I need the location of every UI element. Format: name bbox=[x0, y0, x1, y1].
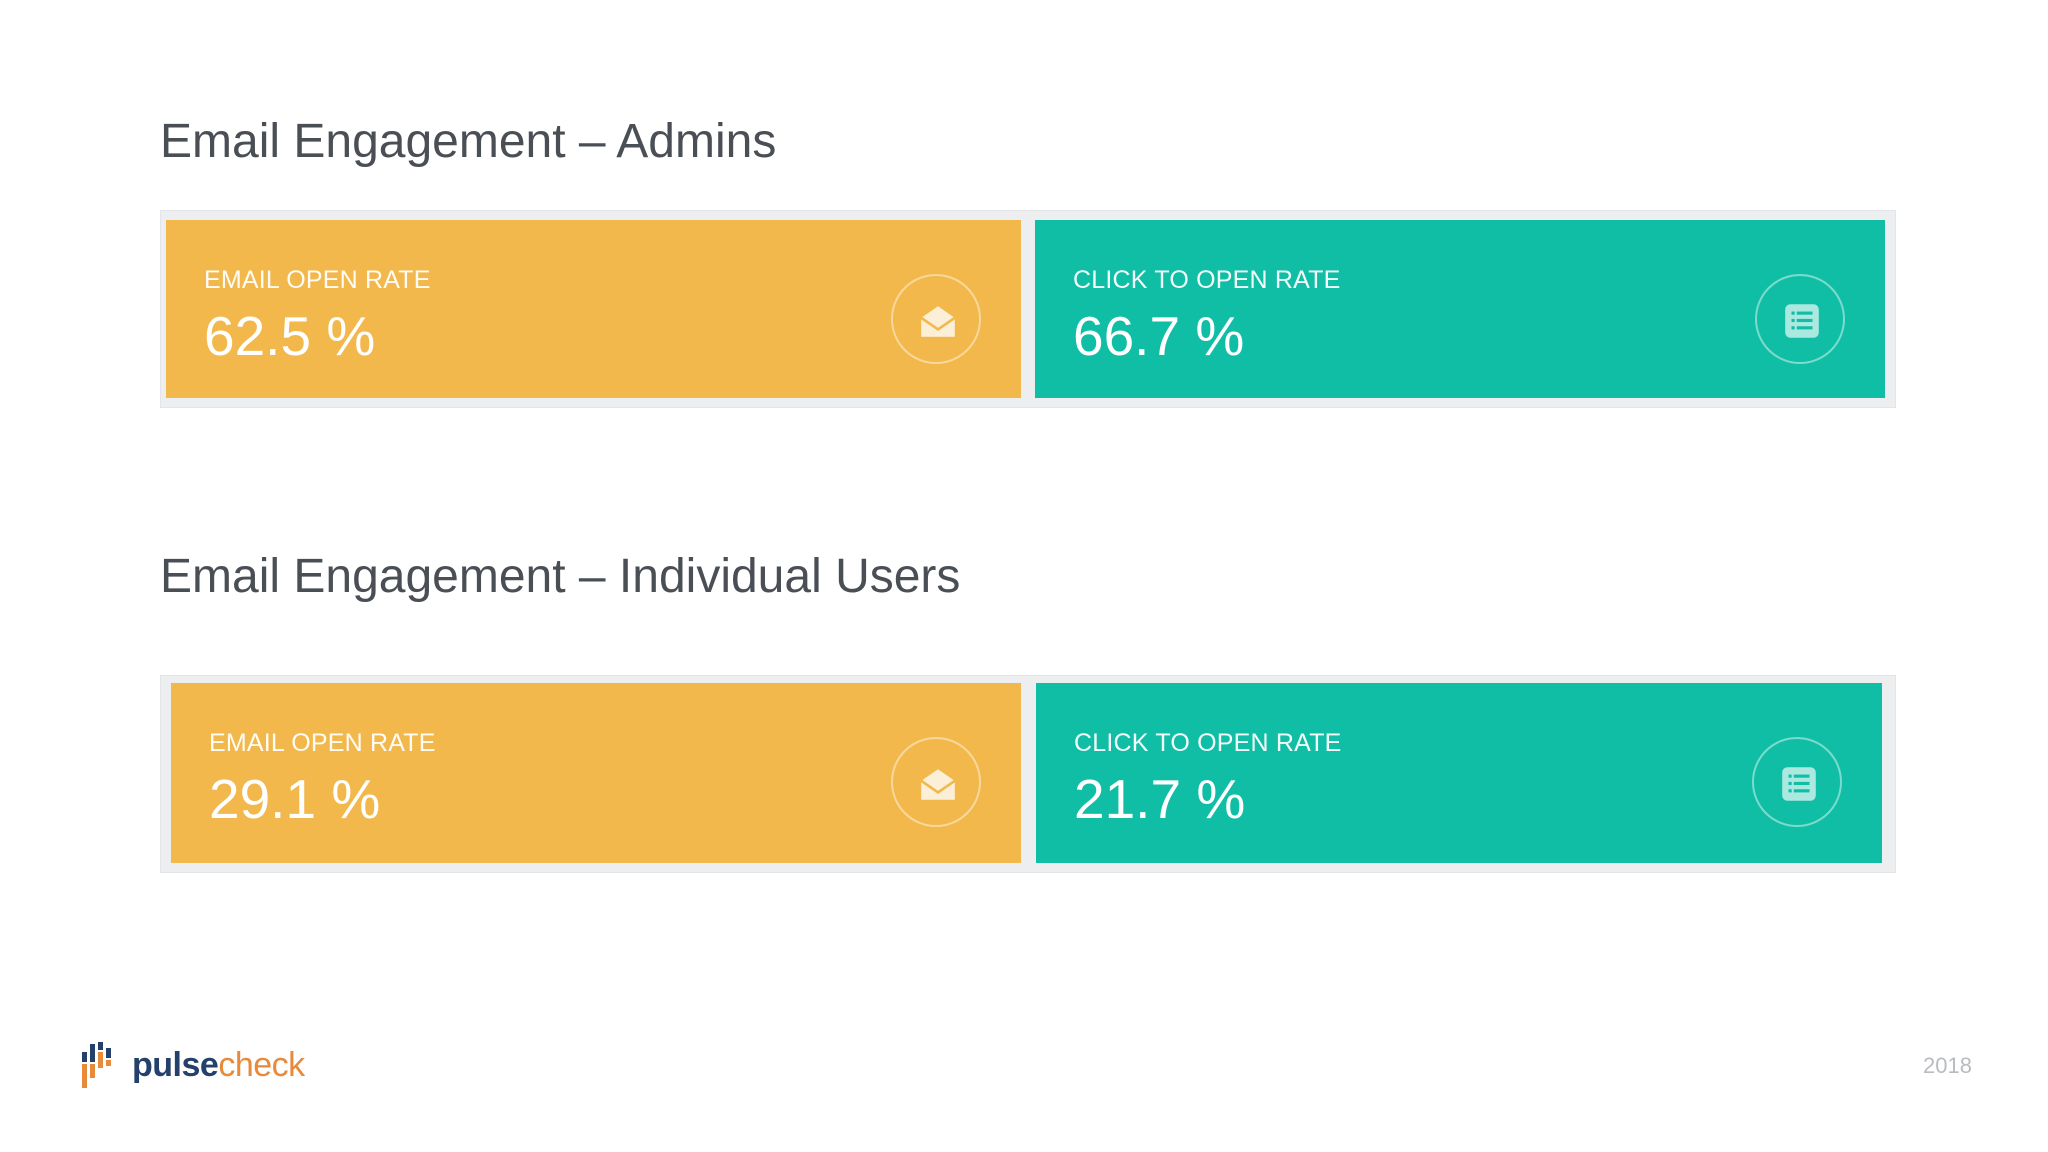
card-label: CLICK TO OPEN RATE bbox=[1073, 266, 1341, 294]
users-click-to-open-rate-card: CLICK TO OPEN RATE 21.7 % bbox=[1036, 683, 1882, 863]
envelope-open-icon bbox=[891, 274, 981, 364]
admins-click-to-open-rate-card: CLICK TO OPEN RATE 66.7 % bbox=[1035, 220, 1885, 398]
logo-text-pulse: pulse bbox=[132, 1045, 219, 1084]
card-label: EMAIL OPEN RATE bbox=[209, 729, 436, 757]
card-value: 21.7 % bbox=[1074, 768, 1246, 830]
card-label: EMAIL OPEN RATE bbox=[204, 266, 431, 294]
envelope-open-icon bbox=[891, 737, 981, 827]
card-label: CLICK TO OPEN RATE bbox=[1074, 729, 1342, 757]
list-icon bbox=[1752, 737, 1842, 827]
individual-users-metrics-panel: EMAIL OPEN RATE 29.1 % CLICK TO OPEN RAT… bbox=[160, 675, 1896, 873]
card-value: 62.5 % bbox=[204, 305, 376, 367]
section-title-admins: Email Engagement – Admins bbox=[160, 115, 777, 168]
admins-metrics-panel: EMAIL OPEN RATE 62.5 % CLICK TO OPEN RAT… bbox=[160, 210, 1896, 408]
pulsecheck-logo-icon bbox=[82, 1042, 111, 1088]
page-number: 2018 bbox=[1923, 1053, 1972, 1078]
logo-wordmark: pulsecheck bbox=[132, 1046, 305, 1085]
section-title-individual-users: Email Engagement – Individual Users bbox=[160, 550, 961, 603]
card-value: 66.7 % bbox=[1073, 305, 1245, 367]
card-value: 29.1 % bbox=[209, 768, 381, 830]
logo-text-check: check bbox=[218, 1045, 305, 1084]
admins-email-open-rate-card: EMAIL OPEN RATE 62.5 % bbox=[166, 220, 1021, 398]
users-email-open-rate-card: EMAIL OPEN RATE 29.1 % bbox=[171, 683, 1021, 863]
pulsecheck-logo: pulsecheck bbox=[82, 1040, 305, 1090]
list-icon bbox=[1755, 274, 1845, 364]
